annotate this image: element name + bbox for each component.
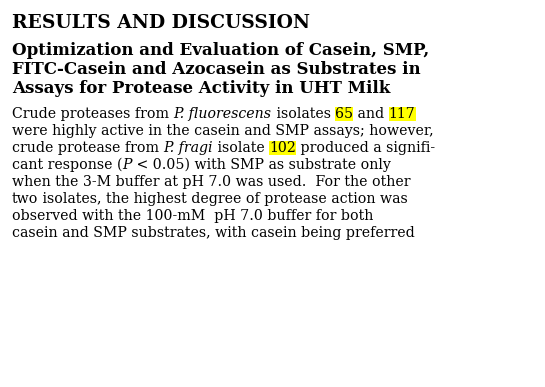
Text: 117: 117 xyxy=(389,107,415,121)
Text: Crude proteases from: Crude proteases from xyxy=(12,107,173,121)
Text: crude protease from: crude protease from xyxy=(12,141,164,155)
Text: Optimization and Evaluation of Casein, SMP,: Optimization and Evaluation of Casein, S… xyxy=(12,42,429,59)
Text: isolate: isolate xyxy=(213,141,269,155)
Bar xyxy=(335,107,353,121)
Text: P. fluorescens: P. fluorescens xyxy=(173,107,271,121)
Text: FITC-Casein and Azocasein as Substrates in: FITC-Casein and Azocasein as Substrates … xyxy=(12,61,421,78)
Text: RESULTS AND DISCUSSION: RESULTS AND DISCUSSION xyxy=(12,14,310,32)
Text: 65: 65 xyxy=(335,107,353,121)
Text: < 0.05) with SMP as substrate only: < 0.05) with SMP as substrate only xyxy=(132,158,391,172)
Text: and: and xyxy=(353,107,389,121)
Text: when the 3-M buffer at pH 7.0 was used.  For the other: when the 3-M buffer at pH 7.0 was used. … xyxy=(12,175,410,189)
Text: 102: 102 xyxy=(269,141,296,155)
Text: observed with the 100-mM  pH 7.0 buffer for both: observed with the 100-mM pH 7.0 buffer f… xyxy=(12,209,373,223)
Text: were highly active in the casein and SMP assays; however,: were highly active in the casein and SMP… xyxy=(12,124,434,138)
Text: isolates: isolates xyxy=(271,107,335,121)
Text: two: two xyxy=(12,192,38,206)
Text: produced a signifi-: produced a signifi- xyxy=(296,141,435,155)
Bar xyxy=(389,107,415,121)
Bar xyxy=(12,192,38,206)
Text: P: P xyxy=(123,158,132,172)
Bar xyxy=(269,141,296,155)
Text: P. fragi: P. fragi xyxy=(164,141,213,155)
Text: cant response (: cant response ( xyxy=(12,158,123,172)
Text: Assays for Protease Activity in UHT Milk: Assays for Protease Activity in UHT Milk xyxy=(12,80,390,97)
Text: casein and SMP substrates, with casein being preferred: casein and SMP substrates, with casein b… xyxy=(12,226,415,240)
Text: isolates, the highest degree of protease action was: isolates, the highest degree of protease… xyxy=(38,192,408,206)
